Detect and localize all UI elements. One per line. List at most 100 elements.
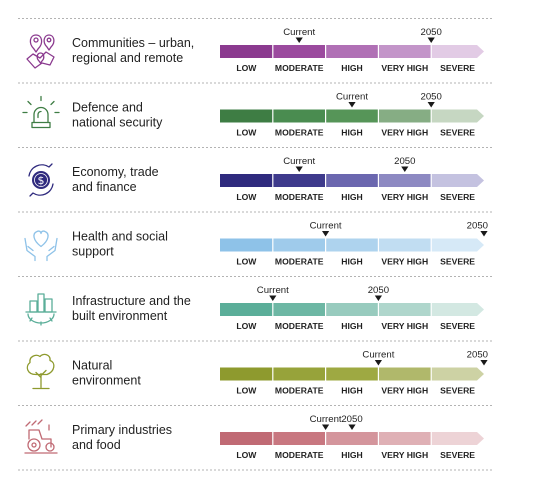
row-title: support — [72, 245, 114, 259]
scale-segment — [325, 109, 379, 123]
level-label: HIGH — [341, 386, 362, 396]
scale-segment — [378, 432, 432, 445]
scale-segment — [325, 174, 379, 187]
level-label: MODERATE — [275, 257, 324, 267]
scale-segment-arrow — [431, 174, 484, 187]
scale-segment — [220, 367, 273, 381]
scale-segment — [220, 174, 273, 187]
future-marker-label: 2050 — [421, 27, 442, 38]
scale-segment-arrow — [431, 45, 484, 58]
future-marker — [480, 360, 488, 366]
scale-segment — [378, 238, 432, 252]
scale-segment-arrow — [431, 432, 484, 445]
scale-segment — [378, 45, 432, 58]
scale-segment — [378, 367, 432, 381]
level-label: SEVERE — [440, 257, 475, 267]
current-marker — [322, 231, 330, 237]
row-title: Primary industries — [72, 423, 172, 437]
level-label: VERY HIGH — [381, 63, 428, 73]
row-title: environment — [72, 374, 141, 388]
level-label: HIGH — [341, 450, 362, 460]
risk-row: Communities – urban,regional and remote L… — [18, 27, 492, 84]
level-label: VERY HIGH — [381, 321, 428, 331]
level-label: MODERATE — [275, 321, 324, 331]
scale-segment-arrow — [431, 367, 484, 381]
future-marker-label: 2050 — [421, 92, 442, 103]
scale-segment — [220, 109, 273, 123]
row-title: regional and remote — [72, 51, 183, 65]
level-label: HIGH — [341, 128, 362, 138]
level-label: SEVERE — [440, 386, 475, 396]
level-label: LOW — [236, 128, 257, 138]
current-marker — [295, 37, 303, 43]
scale-segment — [272, 109, 326, 123]
city-gear-icon — [25, 293, 57, 326]
row-title: and food — [72, 438, 121, 452]
level-label: LOW — [236, 63, 257, 73]
current-marker-label: Current — [336, 92, 368, 103]
future-marker-label: 2050 — [368, 285, 389, 296]
future-marker — [480, 231, 488, 237]
siren-icon — [22, 95, 60, 129]
scale-segment — [220, 45, 273, 58]
current-marker — [295, 166, 303, 172]
scale-segment — [272, 45, 326, 58]
scale-segment — [325, 303, 379, 316]
scale-segment — [272, 367, 326, 381]
level-label: HIGH — [341, 63, 362, 73]
row-title: Natural — [72, 359, 112, 373]
future-marker — [427, 102, 435, 108]
tree-icon — [26, 353, 55, 390]
row-title: Health and social — [72, 230, 168, 244]
svg-text:$: $ — [38, 174, 45, 187]
scale-segment — [272, 174, 326, 187]
row-title: Defence and — [72, 101, 143, 115]
level-label: HIGH — [341, 321, 362, 331]
row-title: Communities – urban, — [72, 36, 194, 50]
scale-segment — [378, 303, 432, 316]
current-marker — [269, 295, 277, 301]
coin-cycle-icon: $ — [28, 163, 54, 197]
current-marker-label: Current — [362, 350, 394, 361]
future-marker-label: 2050 — [394, 156, 415, 167]
current-marker — [374, 360, 382, 366]
level-label: HIGH — [341, 257, 362, 267]
map-pins-icon — [26, 34, 55, 69]
level-label: MODERATE — [275, 450, 324, 460]
scale-segment — [220, 432, 273, 445]
level-label: SEVERE — [440, 128, 475, 138]
level-label: VERY HIGH — [381, 192, 428, 202]
current-marker-label: Current — [283, 156, 315, 167]
level-label: LOW — [236, 192, 257, 202]
scale-segment — [325, 238, 379, 252]
current-marker-label: Current — [310, 414, 342, 425]
level-label: LOW — [236, 321, 257, 331]
scale-segment — [272, 303, 326, 316]
scale-segment-arrow — [431, 303, 484, 316]
level-label: VERY HIGH — [381, 386, 428, 396]
level-label: VERY HIGH — [381, 450, 428, 460]
scale-segment — [378, 109, 432, 123]
level-label: MODERATE — [275, 386, 324, 396]
scale-segment — [272, 238, 326, 252]
level-label: MODERATE — [275, 128, 324, 138]
level-label: SEVERE — [440, 63, 475, 73]
level-label: LOW — [236, 386, 257, 396]
level-label: LOW — [236, 257, 257, 267]
level-label: VERY HIGH — [381, 128, 428, 138]
level-label: SEVERE — [440, 192, 475, 202]
current-marker — [322, 424, 330, 430]
level-label: HIGH — [341, 192, 362, 202]
current-marker-label: Current — [310, 221, 342, 232]
future-marker-label: 2050 — [341, 414, 362, 425]
row-title: and finance — [72, 180, 137, 194]
row-title: Economy, trade — [72, 165, 159, 179]
row-title: national security — [72, 116, 163, 130]
current-marker — [348, 102, 356, 108]
